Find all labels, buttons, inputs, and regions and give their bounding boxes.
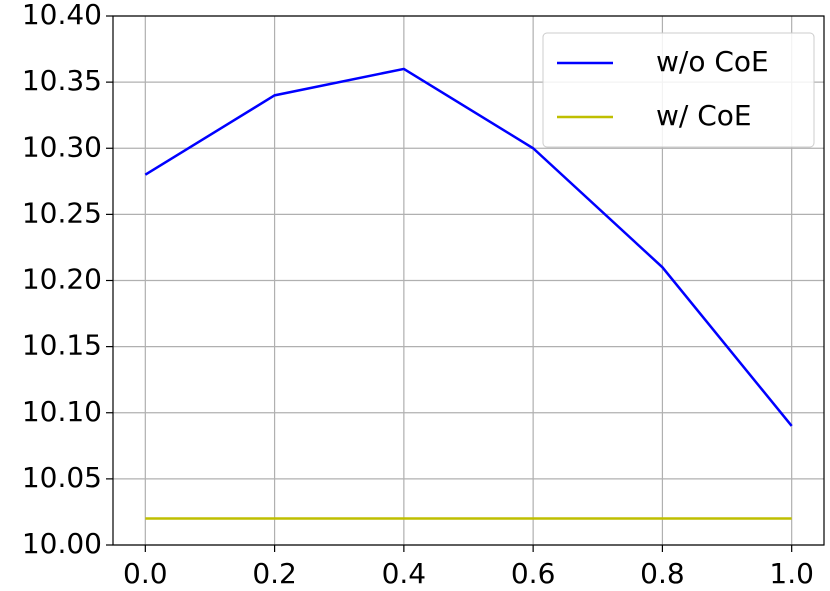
y-tick-label: 10.25	[22, 196, 102, 229]
y-tick-label: 10.40	[22, 0, 102, 31]
legend-label: w/o CoE	[656, 45, 769, 78]
x-tick-label: 0.6	[511, 557, 556, 590]
x-tick-label: 0.8	[640, 557, 685, 590]
x-tick-label: 0.4	[382, 557, 427, 590]
y-tick-label: 10.15	[22, 329, 102, 362]
plot-frame	[112, 15, 825, 546]
series-line	[144, 67, 793, 427]
legend-label: w/ CoE	[656, 99, 752, 132]
y-tick-label: 10.30	[22, 130, 102, 163]
y-tick-label: 10.20	[22, 263, 102, 296]
y-tick-label: 10.05	[22, 461, 102, 494]
y-tick-label: 10.10	[22, 395, 102, 428]
x-tick-label: 0.2	[252, 557, 297, 590]
y-tick-label: 10.35	[22, 64, 102, 97]
legend-box	[542, 32, 815, 148]
x-tick-label: 0.0	[123, 557, 168, 590]
x-tick-label: 1.0	[769, 557, 814, 590]
legend: w/o CoE w/ CoE	[542, 32, 815, 148]
y-tick-label: 10.00	[22, 527, 102, 560]
